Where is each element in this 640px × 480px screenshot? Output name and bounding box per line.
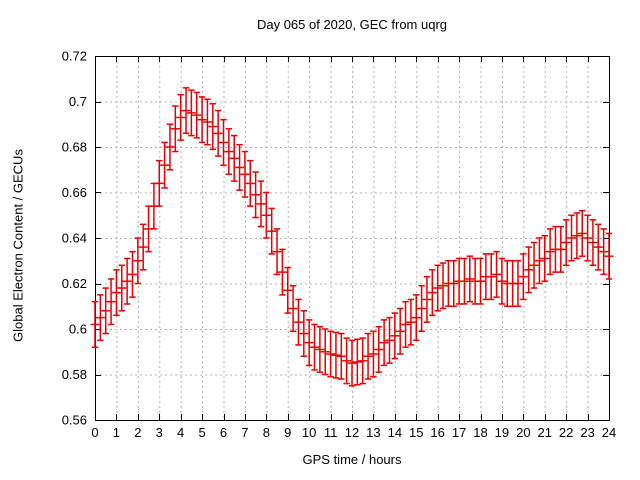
x-tick-label: 8 bbox=[263, 425, 270, 440]
y-tick-label: 0.56 bbox=[62, 413, 87, 428]
y-tick-label: 0.62 bbox=[62, 276, 87, 291]
x-tick-label: 18 bbox=[473, 425, 487, 440]
x-tick-label: 19 bbox=[495, 425, 509, 440]
x-tick-label: 12 bbox=[345, 425, 359, 440]
y-tick-label: 0.58 bbox=[62, 367, 87, 382]
y-tick-label: 0.6 bbox=[69, 322, 87, 337]
x-tick-label: 4 bbox=[177, 425, 184, 440]
x-tick-label: 5 bbox=[198, 425, 205, 440]
x-tick-label: 24 bbox=[602, 425, 616, 440]
x-axis-label: GPS time / hours bbox=[302, 452, 402, 467]
y-tick-label: 0.64 bbox=[62, 231, 87, 246]
y-tick-label: 0.7 bbox=[69, 94, 87, 109]
y-tick-label: 0.68 bbox=[62, 140, 87, 155]
y-tick-label: 0.66 bbox=[62, 185, 87, 200]
x-tick-label: 14 bbox=[388, 425, 402, 440]
x-tick-label: 9 bbox=[284, 425, 291, 440]
x-tick-label: 0 bbox=[91, 425, 98, 440]
x-tick-label: 13 bbox=[366, 425, 380, 440]
x-tick-label: 6 bbox=[220, 425, 227, 440]
x-tick-label: 22 bbox=[559, 425, 573, 440]
x-tick-label: 7 bbox=[241, 425, 248, 440]
x-tick-label: 3 bbox=[156, 425, 163, 440]
y-tick-label: 0.72 bbox=[62, 49, 87, 64]
x-tick-label: 23 bbox=[580, 425, 594, 440]
x-tick-label: 15 bbox=[409, 425, 423, 440]
chart-title: Day 065 of 2020, GEC from uqrg bbox=[256, 17, 448, 32]
x-tick-label: 20 bbox=[516, 425, 530, 440]
x-tick-label: 17 bbox=[452, 425, 466, 440]
x-tick-label: 11 bbox=[324, 425, 338, 440]
x-tick-label: 16 bbox=[430, 425, 444, 440]
x-tick-label: 21 bbox=[538, 425, 552, 440]
x-tick-label: 2 bbox=[134, 425, 141, 440]
x-tick-label: 1 bbox=[113, 425, 120, 440]
x-tick-label: 10 bbox=[302, 425, 316, 440]
